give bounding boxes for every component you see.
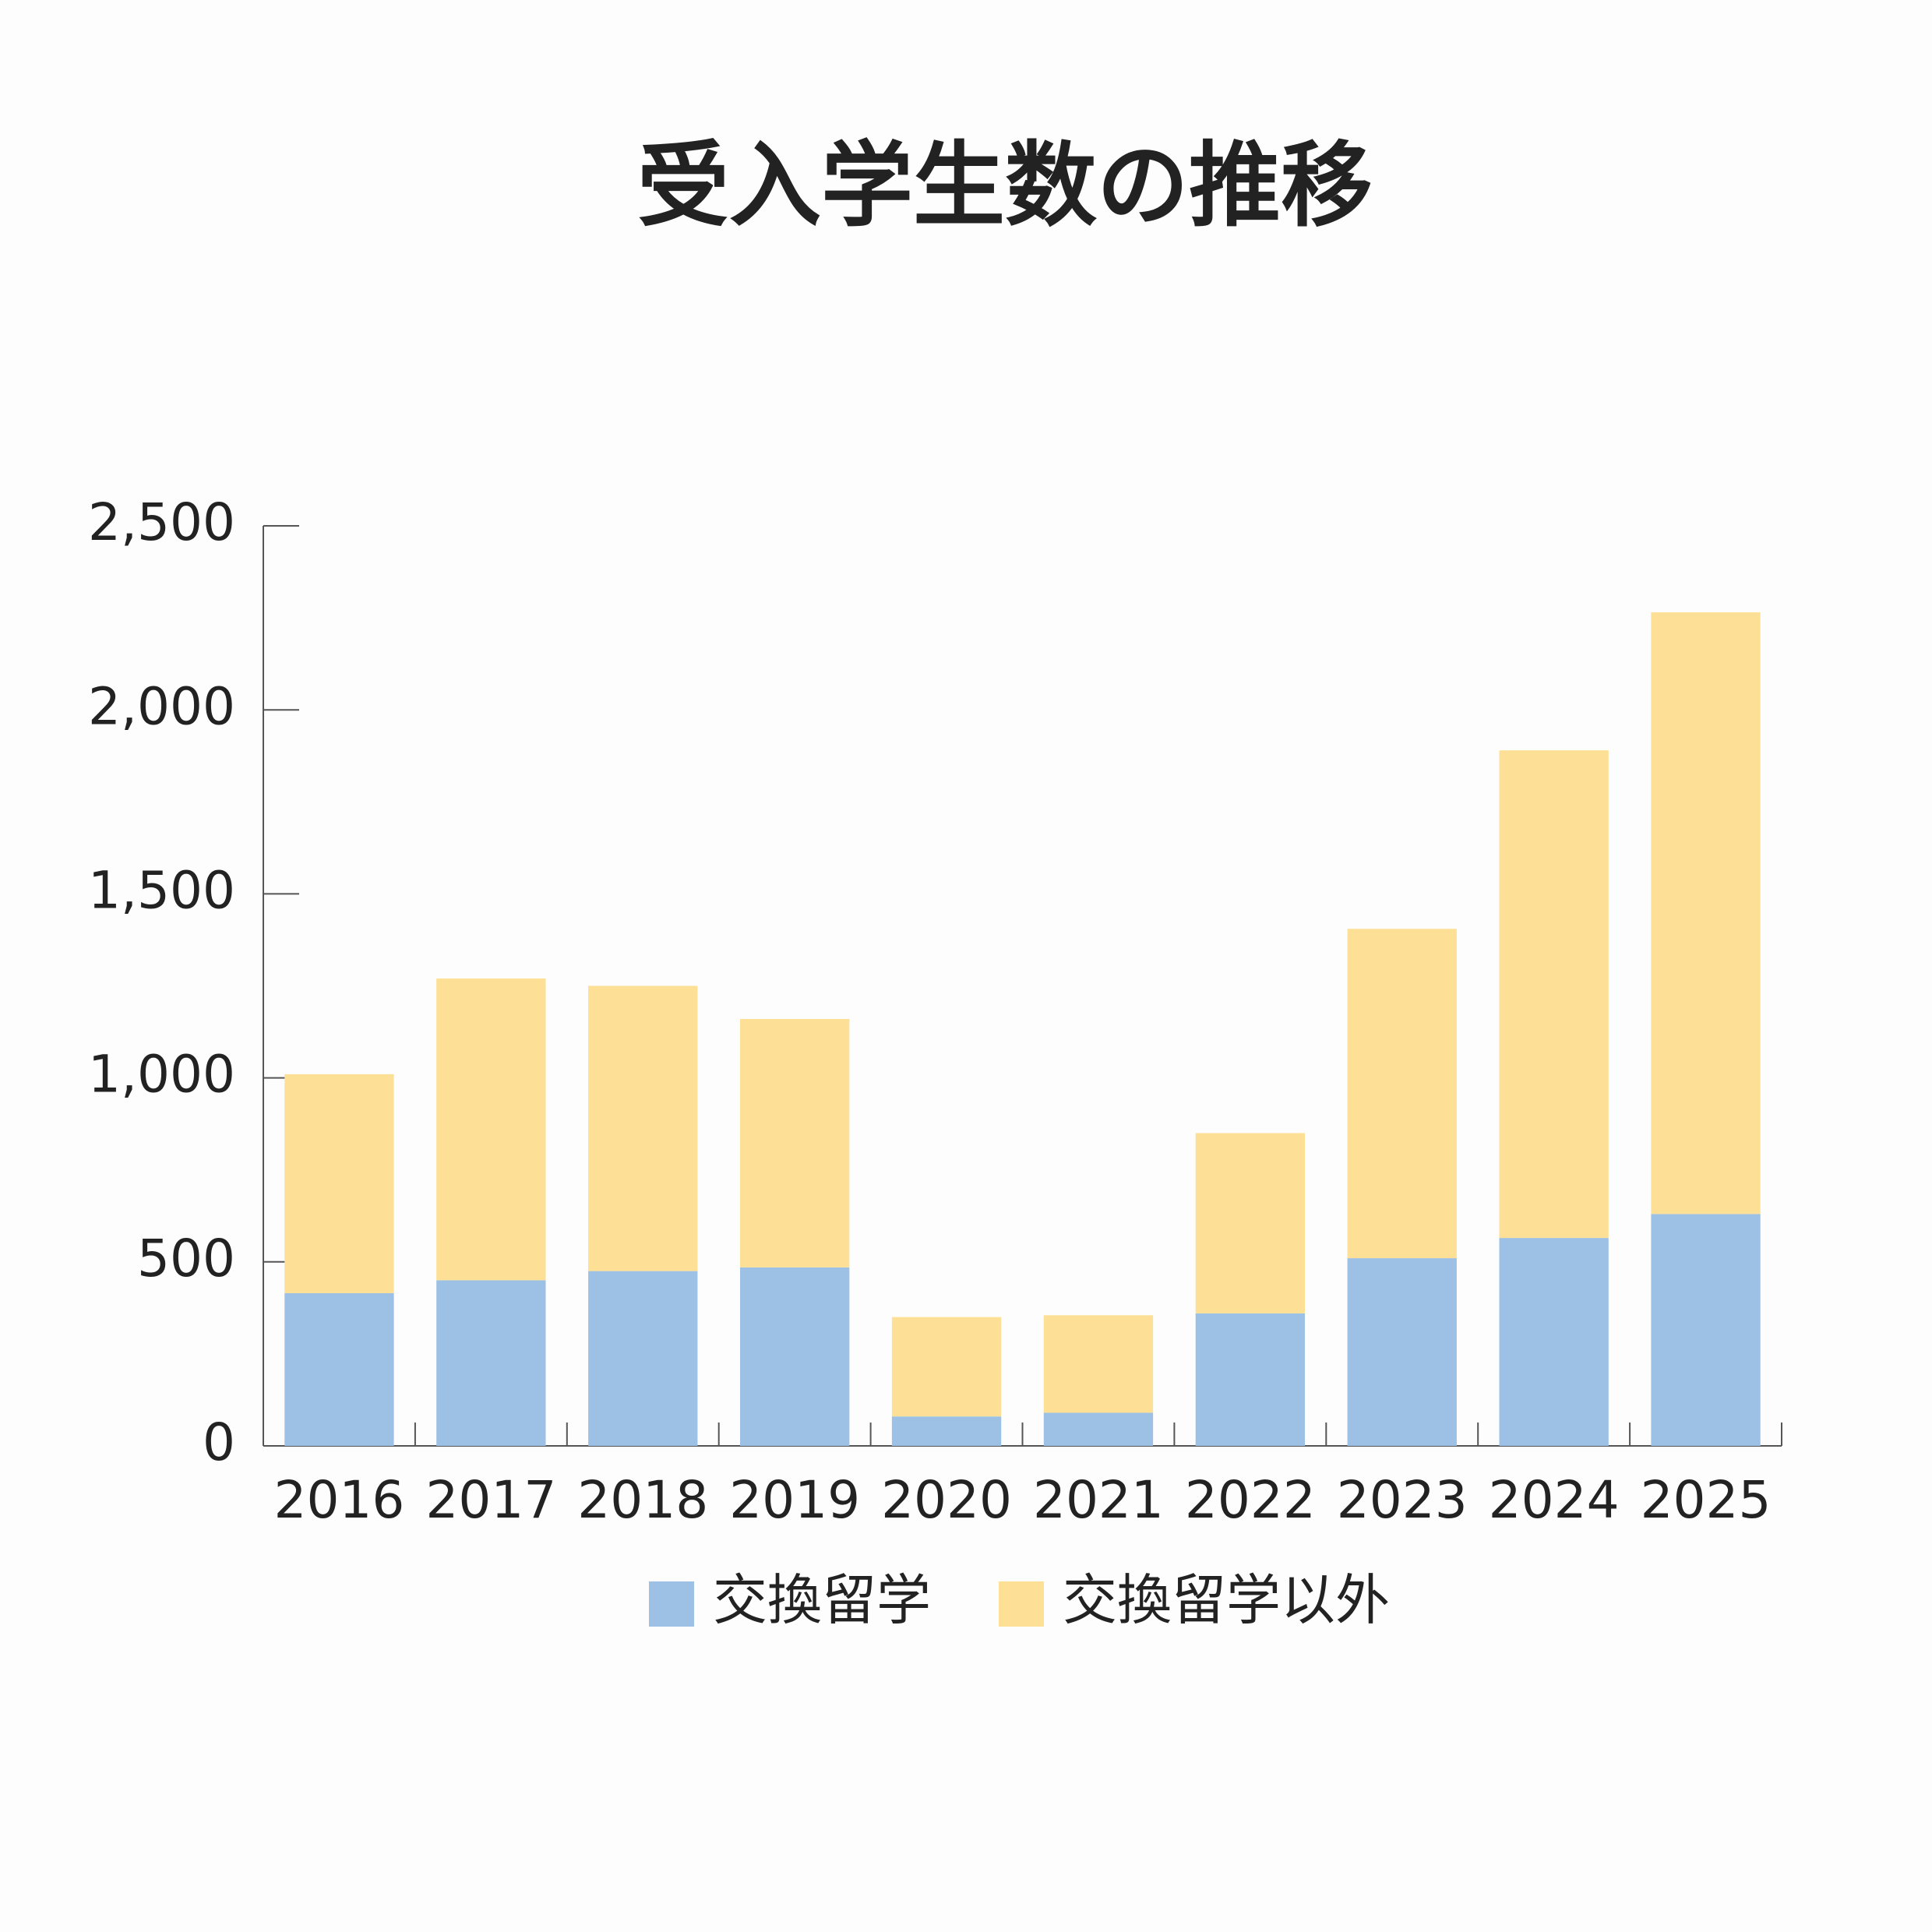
- y-tick-label: 1,500: [88, 860, 235, 920]
- y-tick-label: 2,500: [88, 492, 235, 552]
- x-tick-label: 2018: [577, 1470, 708, 1530]
- y-tick-label: 2,000: [88, 676, 235, 736]
- legend-label: 交換留学以外: [1063, 1568, 1390, 1632]
- chart-title: 受入学生数の推移: [637, 132, 1373, 239]
- x-tick-label: 2020: [881, 1470, 1012, 1530]
- bar-segment: [436, 1280, 546, 1446]
- x-tick-label: 2024: [1489, 1470, 1620, 1530]
- bar-segment: [1499, 750, 1609, 1239]
- bar-segment: [436, 978, 546, 1281]
- x-tick-label: 2016: [273, 1470, 404, 1530]
- bar-segment: [1347, 929, 1457, 1259]
- bar-segment: [739, 1019, 850, 1267]
- bar-segment: [891, 1416, 1002, 1446]
- bar-segment: [1651, 1214, 1761, 1446]
- legend-swatch: [999, 1581, 1044, 1627]
- bar-segment: [1195, 1313, 1306, 1446]
- bar-segment: [1651, 612, 1761, 1215]
- bar-segment: [891, 1317, 1002, 1417]
- bar-segment: [1195, 1133, 1306, 1313]
- bar-segment: [739, 1267, 850, 1446]
- bar-segment: [284, 1074, 394, 1293]
- bar-segment: [1499, 1238, 1609, 1446]
- x-tick-label: 2025: [1641, 1470, 1772, 1530]
- bar-segment: [588, 985, 698, 1271]
- bar-segment: [1043, 1412, 1154, 1446]
- x-tick-label: 2022: [1185, 1470, 1316, 1530]
- legend-swatch: [649, 1581, 694, 1627]
- y-tick-label: 1,000: [88, 1045, 235, 1105]
- bar-segment: [1347, 1258, 1457, 1446]
- y-tick-label: 500: [137, 1229, 235, 1289]
- legend-label: 交換留学: [713, 1568, 931, 1632]
- x-tick-label: 2019: [729, 1470, 860, 1530]
- x-tick-label: 2017: [425, 1470, 556, 1530]
- bar-segment: [588, 1271, 698, 1446]
- y-tick-label: 0: [203, 1412, 235, 1472]
- bar-segment: [1043, 1315, 1154, 1413]
- x-tick-label: 2021: [1033, 1470, 1164, 1530]
- bar-segment: [284, 1292, 394, 1446]
- x-tick-label: 2023: [1337, 1470, 1468, 1530]
